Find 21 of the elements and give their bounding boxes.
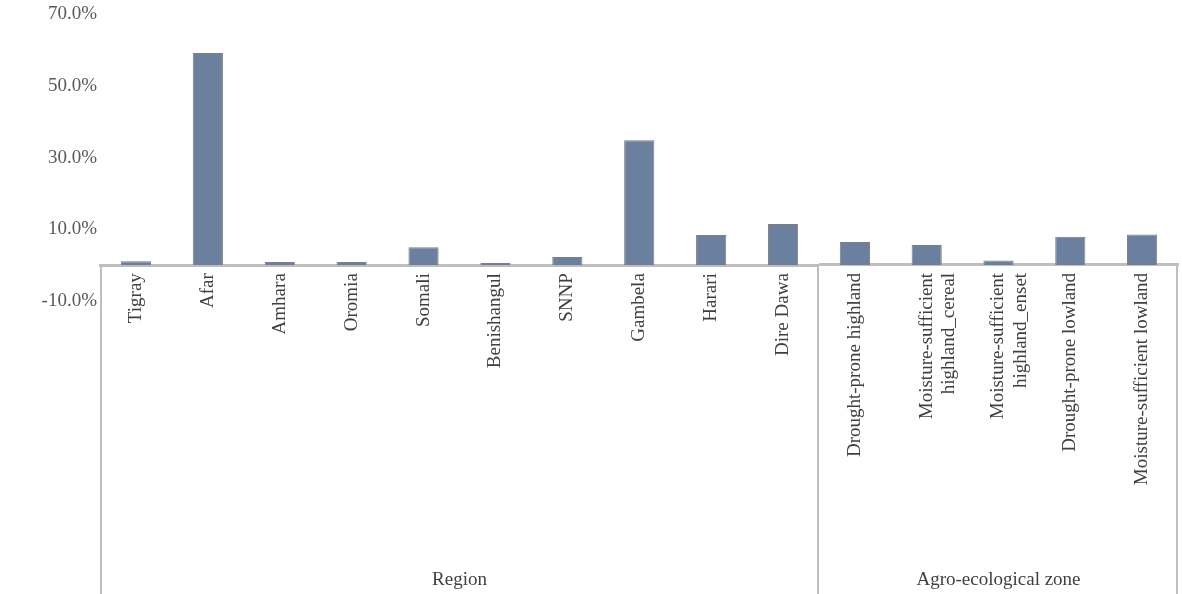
y-tick-label: 50.0% [47, 74, 98, 96]
x-tick-label: Tigray [123, 272, 145, 324]
y-tick-label: 30.0% [47, 145, 98, 167]
x-tick-label: Amhara [267, 272, 289, 335]
y-tick-label: 10.0% [47, 217, 98, 239]
x-tick-label: Moisture-sufficient lowland [1130, 272, 1152, 486]
x-tick-label: Dire Dawa [771, 272, 793, 356]
x-tick-label: SNNP [555, 273, 577, 322]
x-tick-label: Drought-prone lowland [1058, 272, 1080, 452]
x-tick-label: Harari [699, 273, 721, 322]
x-tick-label: Benishangul [483, 273, 505, 369]
y-tick-label: -10.0% [41, 288, 98, 310]
y-tick-label: 70.0% [47, 2, 98, 24]
x-axis-title: Region [432, 568, 488, 590]
x-tick-label: Moisture-sufficient highland_cereal [914, 272, 959, 420]
x-tick-label: Afar [195, 272, 217, 308]
x-tick-label: Gambela [627, 272, 649, 342]
x-tick-label: Drought-prone highland [842, 272, 864, 458]
x-tick-label: Oromia [339, 272, 361, 332]
x-tick-label: Somali [411, 273, 433, 328]
x-axis-title: Agro-ecological zone [916, 568, 1081, 590]
